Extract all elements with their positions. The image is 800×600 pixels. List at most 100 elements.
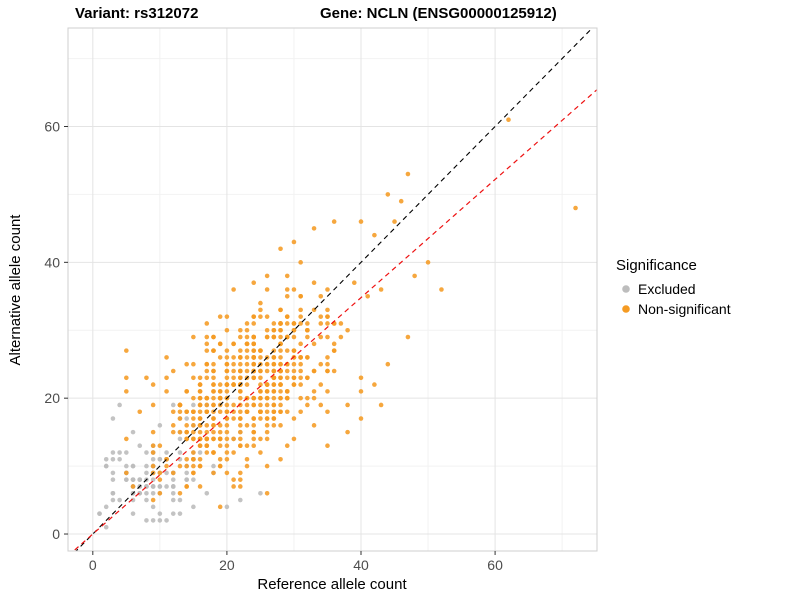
data-point <box>251 402 257 408</box>
data-point <box>264 395 270 401</box>
data-point <box>224 443 230 449</box>
data-point <box>150 477 156 482</box>
data-point <box>177 463 183 469</box>
data-point <box>238 355 243 360</box>
data-point <box>392 219 397 224</box>
data-point <box>184 470 189 476</box>
data-point <box>378 287 384 292</box>
data-point <box>338 334 344 340</box>
data-point <box>238 375 243 381</box>
data-point <box>258 314 263 319</box>
data-point <box>278 355 283 360</box>
data-point <box>164 450 169 455</box>
data-point <box>291 361 297 367</box>
data-point <box>124 436 129 442</box>
data-point <box>358 375 364 381</box>
data-point <box>325 307 330 313</box>
data-point <box>117 402 122 408</box>
data-point <box>264 314 270 319</box>
data-point <box>278 361 283 367</box>
data-point <box>331 341 337 347</box>
data-point <box>231 368 236 374</box>
data-point <box>358 416 364 421</box>
legend-label: Non-significant <box>638 301 731 317</box>
data-point <box>204 341 210 347</box>
data-point <box>170 497 176 503</box>
data-point <box>251 423 257 428</box>
plot-title-variant: Variant: rs312072 <box>75 5 198 22</box>
data-point <box>311 389 317 394</box>
data-point <box>110 470 116 476</box>
data-point <box>204 409 210 415</box>
data-point <box>318 382 324 387</box>
data-point <box>291 239 297 245</box>
data-point <box>298 321 303 326</box>
data-point <box>197 463 203 469</box>
data-point <box>170 484 176 489</box>
data-point <box>224 470 230 476</box>
data-point <box>258 416 263 421</box>
data-point <box>224 314 230 319</box>
data-point <box>291 327 297 333</box>
data-point <box>251 429 257 435</box>
data-point <box>244 327 250 333</box>
data-point <box>137 409 143 415</box>
data-point <box>258 355 263 360</box>
data-point <box>284 348 290 353</box>
data-point <box>197 402 203 408</box>
data-point <box>130 429 136 435</box>
data-point <box>103 457 109 462</box>
data-point <box>157 423 163 428</box>
data-point <box>412 273 417 279</box>
data-point <box>278 334 283 340</box>
data-point <box>191 450 196 455</box>
data-point <box>110 416 116 421</box>
data-point <box>170 423 176 428</box>
data-point <box>130 511 136 516</box>
data-point <box>144 490 149 496</box>
data-point <box>184 463 189 469</box>
data-point <box>278 382 283 387</box>
data-point <box>258 375 263 381</box>
data-point <box>345 429 350 435</box>
data-point <box>258 402 263 408</box>
data-point <box>211 450 216 455</box>
data-point <box>271 334 277 340</box>
data-point <box>271 355 277 360</box>
data-point <box>298 314 303 319</box>
x-axis-title: Reference allele count <box>257 576 407 593</box>
data-point <box>278 395 283 401</box>
data-point <box>284 287 290 292</box>
data-point <box>177 416 183 421</box>
data-point <box>278 457 283 462</box>
data-point <box>318 314 324 319</box>
data-point <box>244 402 250 408</box>
data-point <box>258 307 263 313</box>
data-point <box>345 327 350 333</box>
data-point <box>170 429 176 435</box>
data-point <box>244 423 250 428</box>
data-point <box>164 389 169 394</box>
data-point <box>170 511 176 516</box>
data-point <box>271 402 277 408</box>
data-point <box>258 395 263 401</box>
data-point <box>284 375 290 381</box>
data-point <box>144 463 149 469</box>
data-point <box>150 497 156 503</box>
data-point <box>244 457 250 462</box>
data-point <box>298 382 303 387</box>
data-point <box>258 300 263 306</box>
data-point <box>211 436 216 442</box>
data-point <box>197 375 203 381</box>
data-point <box>191 361 196 367</box>
data-point <box>224 327 230 333</box>
data-point <box>358 389 364 394</box>
data-point <box>311 423 317 428</box>
axis-ticks: 0 20 40 60 0 20 40 60 <box>44 118 503 573</box>
data-point <box>251 321 257 326</box>
data-point <box>164 470 169 476</box>
data-point <box>311 395 317 401</box>
data-point <box>144 470 149 476</box>
data-point <box>191 436 196 442</box>
